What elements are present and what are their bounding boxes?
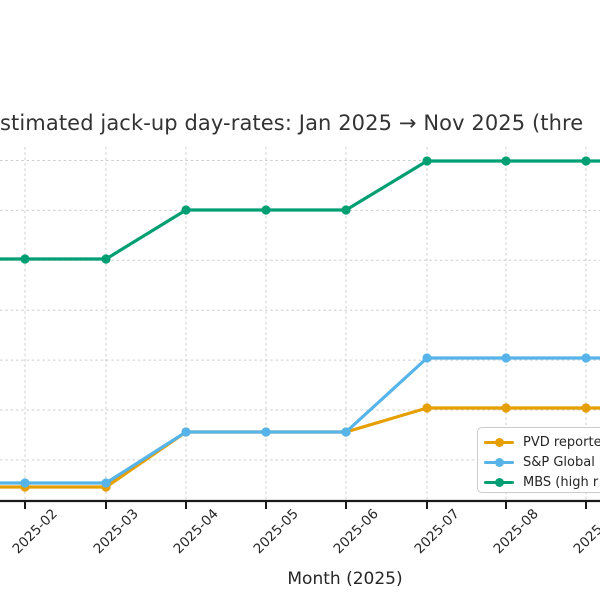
data-point (581, 403, 591, 413)
legend-label-mbs: MBS (high r (523, 474, 599, 490)
data-point (581, 156, 591, 166)
data-point (101, 254, 111, 264)
series-line (0, 159, 600, 261)
chart-title: stimated jack-up day-rates: Jan 2025 → N… (0, 111, 584, 135)
legend-item-pvd: PVD reporte (484, 432, 600, 452)
data-point (181, 427, 191, 437)
legend-marker-sp-global (484, 457, 514, 468)
data-point (501, 156, 511, 166)
legend-marker-mbs (484, 477, 514, 488)
data-point (501, 403, 511, 413)
data-point (261, 427, 271, 437)
data-point (20, 478, 30, 488)
data-point (422, 353, 432, 363)
legend-item-sp-global: S&P Global (484, 452, 600, 472)
data-point (341, 205, 351, 215)
x-axis-label: Month (2025) (287, 569, 403, 589)
data-point (101, 478, 111, 488)
legend-marker-pvd (484, 437, 514, 448)
data-point (422, 403, 432, 413)
data-point (261, 205, 271, 215)
data-point (181, 205, 191, 215)
series-line (0, 356, 600, 485)
legend-label-sp-global: S&P Global (523, 454, 595, 470)
data-point (581, 353, 591, 363)
legend: PVD reporte S&P Global MBS (high r (477, 427, 600, 493)
data-point (501, 353, 511, 363)
legend-label-pvd: PVD reporte (523, 434, 600, 450)
legend-item-mbs: MBS (high r (484, 472, 600, 492)
data-point (20, 254, 30, 264)
data-point (422, 156, 432, 166)
data-point (341, 427, 351, 437)
